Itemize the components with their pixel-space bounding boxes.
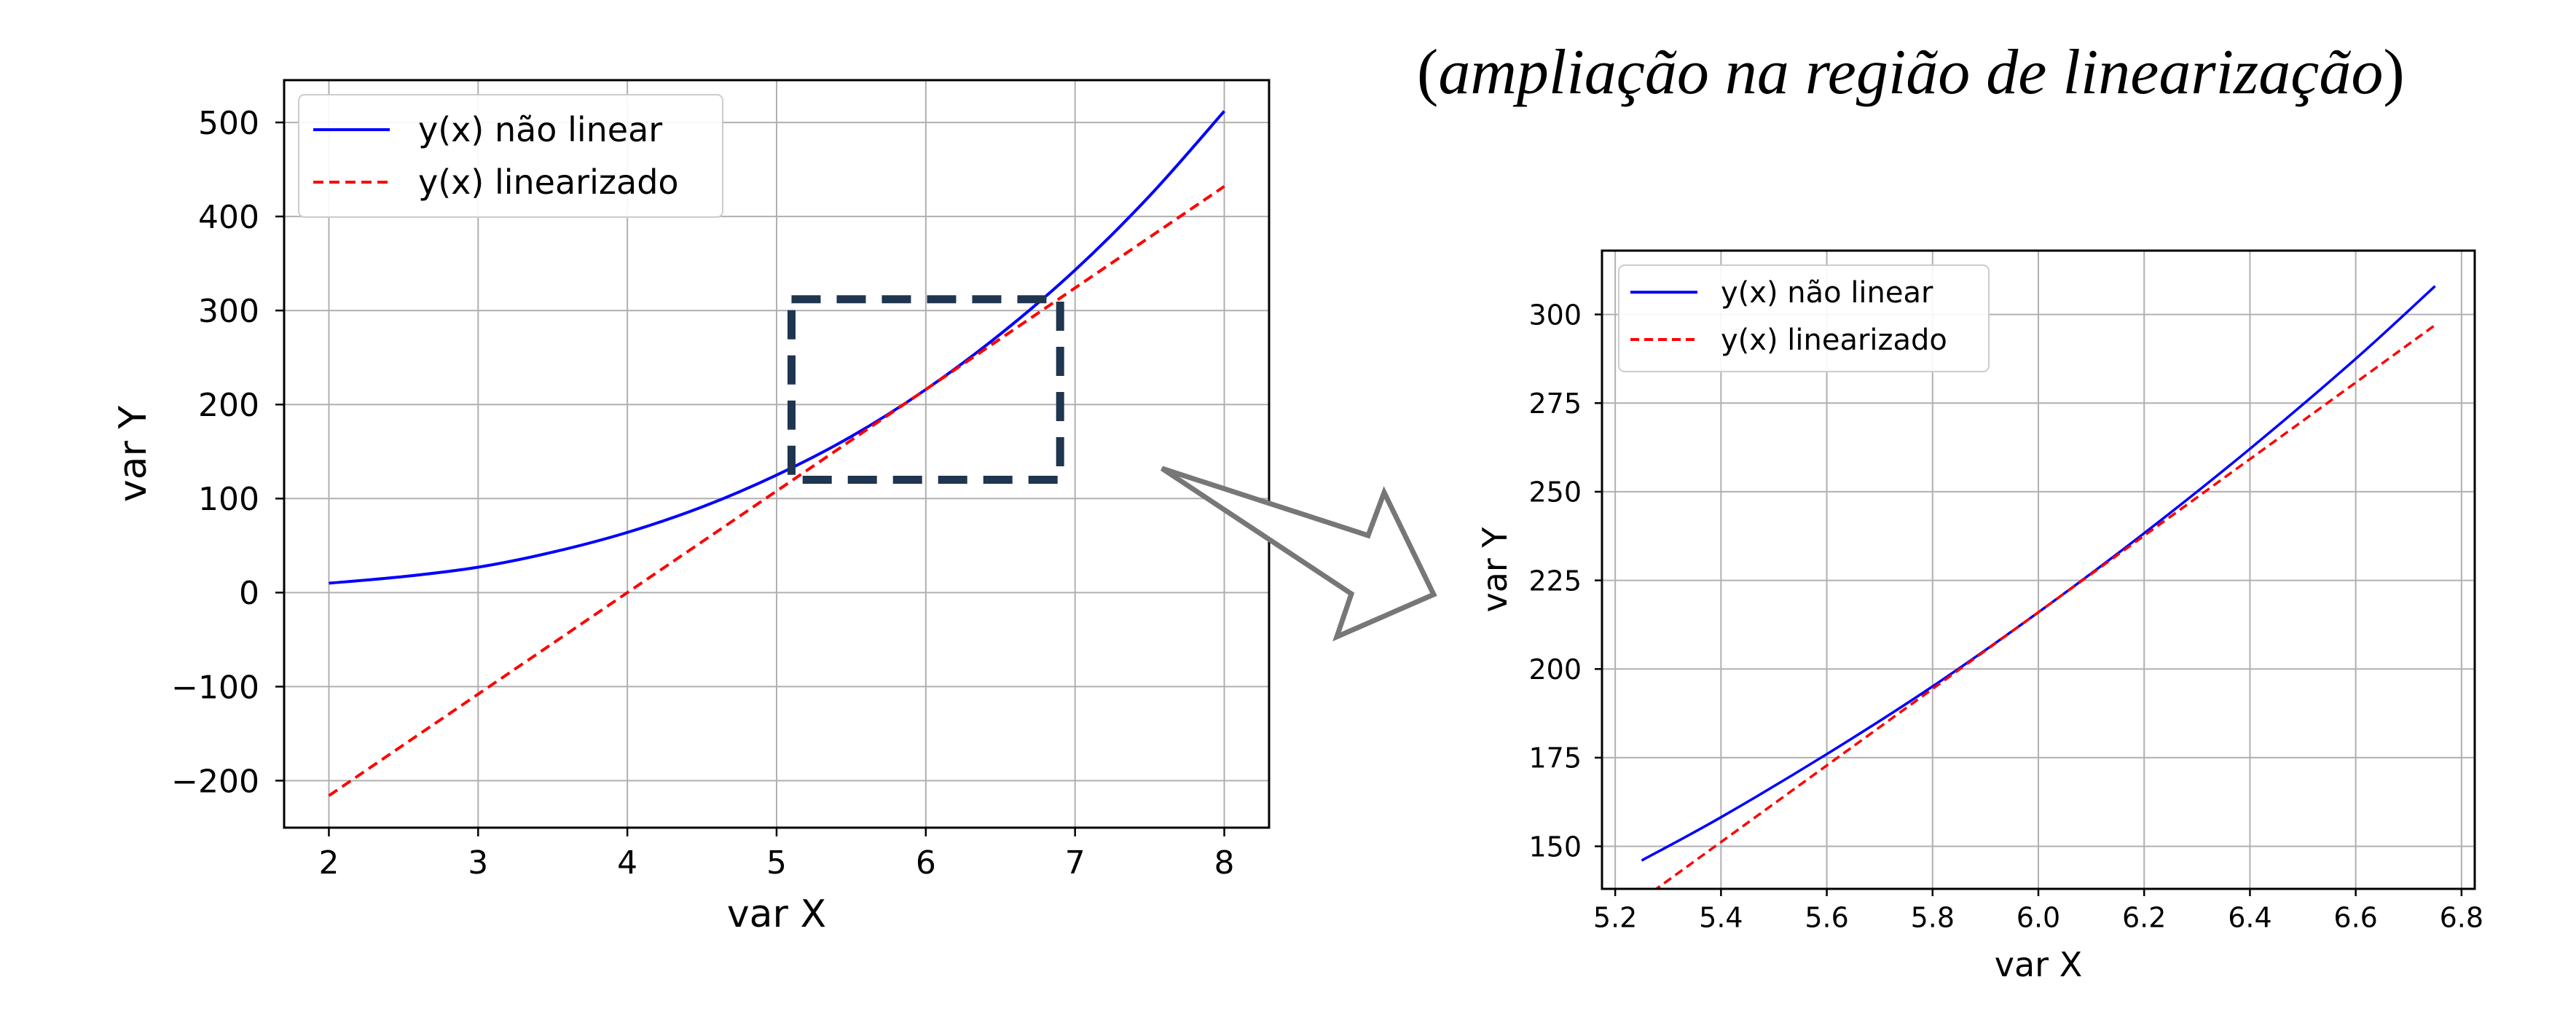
y-tick-label: 0 — [239, 575, 259, 612]
x-tick-label: 5 — [766, 844, 787, 882]
y-tick-label: 200 — [1528, 654, 1582, 686]
main-x-axis-label: var X — [727, 892, 826, 936]
x-tick-label: 4 — [617, 844, 637, 882]
x-tick-label: 5.6 — [1805, 902, 1848, 934]
y-tick-label: 500 — [198, 105, 259, 142]
y-tick-label: 300 — [1528, 299, 1582, 331]
y-tick-label: 200 — [198, 387, 259, 424]
main-y-ticks: −200 −100 0 100 200 300 400 500 — [171, 105, 284, 800]
y-tick-label: 175 — [1528, 742, 1582, 774]
main-legend-label-linearized: y(x) linearizado — [418, 162, 679, 202]
x-tick-label: 6.6 — [2333, 902, 2377, 934]
main-grid — [284, 80, 1269, 828]
y-tick-label: −100 — [171, 669, 259, 706]
zoom-legend: y(x) não linear y(x) linearizado — [1618, 264, 1990, 372]
x-tick-label: 5.8 — [1911, 902, 1955, 934]
x-tick-label: 3 — [468, 844, 488, 882]
zoom-title-open-paren: ( — [1417, 37, 1438, 108]
zoom-legend-label-nonlinear: y(x) não linear — [1721, 276, 1933, 310]
y-tick-label: 150 — [1528, 831, 1582, 863]
y-tick-label: 400 — [198, 199, 259, 236]
zoom-title-text: ampliação na região de linearização — [1438, 37, 2383, 108]
main-legend-label-nonlinear: y(x) não linear — [418, 110, 662, 149]
y-tick-label: 275 — [1528, 388, 1582, 420]
x-tick-label: 6.4 — [2228, 902, 2271, 934]
zoom-x-axis-label: var X — [1995, 945, 2082, 984]
zoom-legend-box — [1618, 264, 1990, 372]
zoom-arrow-icon — [1161, 466, 1437, 642]
zoom-y-ticks: 150 175 200 225 250 275 300 — [1528, 299, 1602, 863]
x-tick-label: 8 — [1214, 844, 1235, 882]
x-tick-label: 2 — [318, 844, 339, 882]
zoom-grid — [1602, 251, 2475, 889]
zoom-title-close-paren: ) — [2383, 37, 2404, 108]
series-line-linearized — [1654, 323, 2436, 889]
zoom-title: (ampliação na região de linearização) — [1417, 37, 2405, 108]
x-tick-label: 5.4 — [1699, 902, 1743, 934]
x-tick-label: 5.2 — [1593, 902, 1637, 934]
x-tick-label: 6 — [916, 844, 936, 882]
y-tick-label: −200 — [171, 763, 259, 800]
x-tick-label: 6.8 — [2440, 902, 2483, 934]
x-tick-label: 6.0 — [2017, 902, 2060, 934]
x-tick-label: 7 — [1065, 844, 1085, 882]
zoom-y-axis-label: var Y — [1475, 527, 1515, 613]
main-legend: y(x) não linear y(x) linearizado — [298, 94, 723, 218]
main-chart: 2 3 4 5 6 7 8 −200 −100 0 100 200 300 400 500 var X v… — [111, 79, 1271, 936]
y-tick-label: 225 — [1528, 565, 1582, 597]
zoom-x-ticks: 5.2 5.4 5.6 5.8 6.0 6.2 6.4 6.6 6.8 — [1593, 889, 2483, 934]
zoom-legend-label-linearized: y(x) linearizado — [1721, 323, 1947, 357]
main-x-ticks: 2 3 4 5 6 7 8 — [318, 828, 1235, 882]
main-y-axis-label: var Y — [111, 406, 155, 503]
y-tick-label: 250 — [1528, 476, 1582, 509]
y-tick-label: 100 — [198, 481, 259, 518]
series-line-linearized — [328, 185, 1225, 797]
y-tick-label: 300 — [198, 293, 259, 330]
zoom-series — [1641, 285, 2436, 889]
main-legend-box — [298, 94, 723, 218]
zoom-chart: 5.2 5.4 5.6 5.8 6.0 6.2 6.4 6.6 6.8 150 175 200 225… — [1475, 249, 2483, 984]
x-tick-label: 6.2 — [2122, 902, 2166, 934]
